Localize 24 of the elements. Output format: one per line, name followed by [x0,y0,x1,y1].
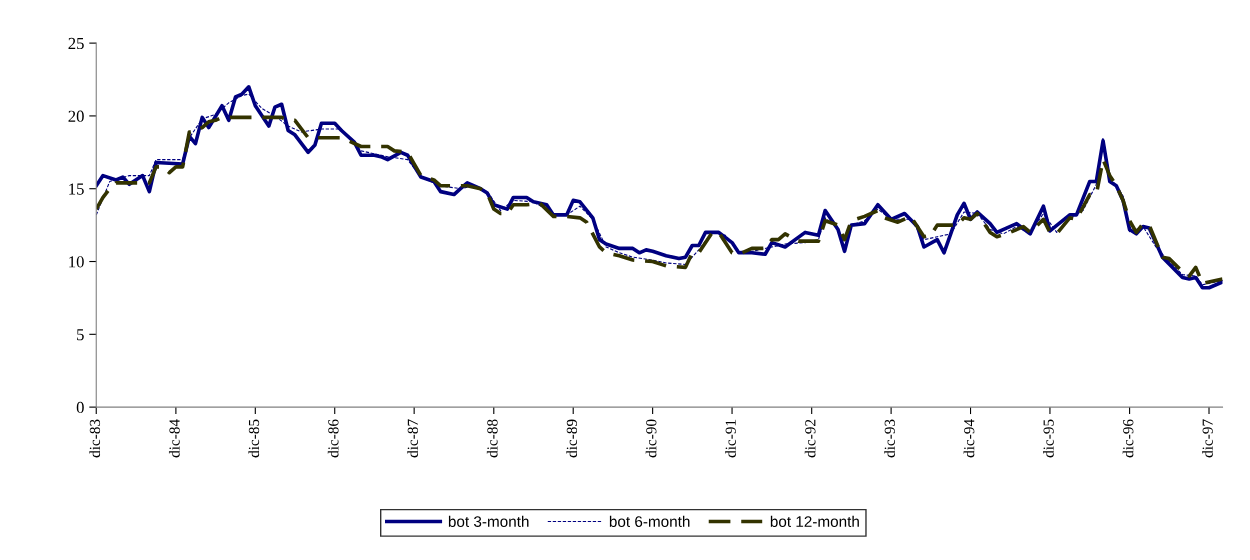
x-tick-label: dic-86 [327,419,339,458]
x-tick-label: dic-97 [1202,419,1213,458]
x-tick-label: dic-88 [486,419,498,458]
x-tick-label: dic-92 [804,419,816,458]
x-tick-label: dic-84 [168,419,180,458]
legend-label: bot 12-month [770,515,859,527]
x-tick-label: dic-94 [963,419,975,458]
x-tick-label: dic-90 [645,419,657,458]
y-tick-label: 20 [68,110,84,122]
x-tick-label: dic-87 [407,419,418,458]
x-tick-label: dic-83 [89,419,101,458]
y-tick-label: 5 [77,329,84,341]
y-tick-label: 15 [69,183,84,195]
x-tick-label: dic-91 [725,419,736,458]
y-tick-label: 10 [69,256,84,268]
legend-label: bot 3-month [448,515,529,527]
x-tick-label: dic-95 [1043,419,1054,458]
x-tick-label: dic-85 [248,419,260,458]
legend-label: bot 6-month [609,515,690,527]
x-tick-label: dic-89 [566,419,578,458]
x-tick-label: dic-96 [1122,419,1134,458]
y-tick-label: 25 [68,37,84,50]
x-tick-label: dic-93 [884,419,895,458]
y-tick-label: 0 [76,401,84,414]
